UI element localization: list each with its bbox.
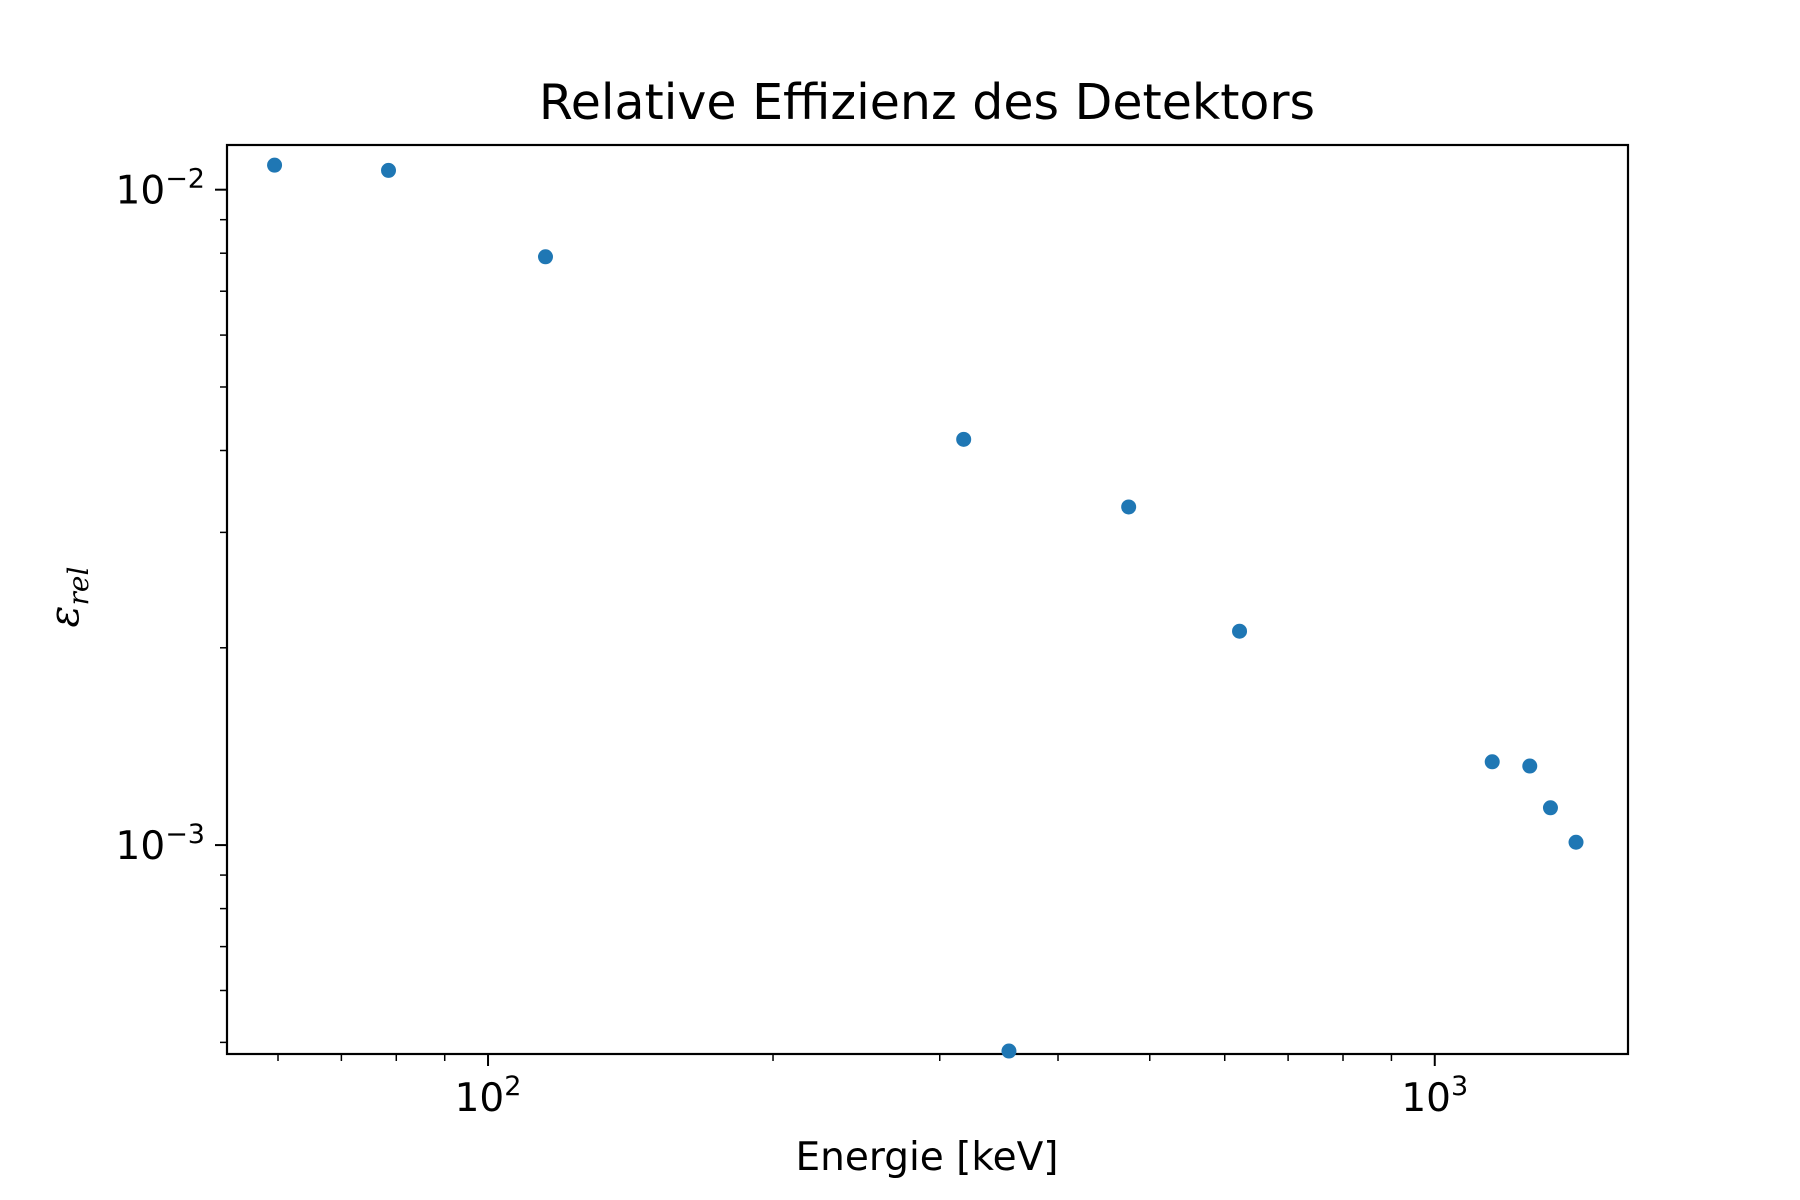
axes-frame xyxy=(225,143,1630,1056)
y-axis-label-subscript: rel xyxy=(62,567,95,606)
data-point xyxy=(537,249,553,265)
data-point xyxy=(1484,754,1500,770)
data-point xyxy=(1001,1043,1017,1059)
x-tick-label: 103 xyxy=(1401,1071,1468,1121)
data-point xyxy=(1542,800,1558,816)
y-axis-label: εrel xyxy=(40,567,95,628)
y-axis-label-symbol: ε xyxy=(40,605,88,627)
data-point xyxy=(381,162,397,178)
data-point xyxy=(1232,623,1248,639)
data-point xyxy=(956,431,972,447)
data-point xyxy=(1121,499,1137,515)
y-tick-label: 10−3 xyxy=(116,819,205,869)
data-point xyxy=(1522,758,1538,774)
x-tick-label: 102 xyxy=(455,1071,522,1121)
data-point xyxy=(1568,834,1584,850)
data-point xyxy=(267,157,283,173)
plot-area: 102 103 10−2 10−3 xyxy=(116,143,1630,1121)
y-tick-label: 10−2 xyxy=(116,164,205,214)
x-axis-label: Energie [keV] xyxy=(796,1135,1059,1180)
chart-title: Relative Effizienz des Detektors xyxy=(539,74,1315,131)
